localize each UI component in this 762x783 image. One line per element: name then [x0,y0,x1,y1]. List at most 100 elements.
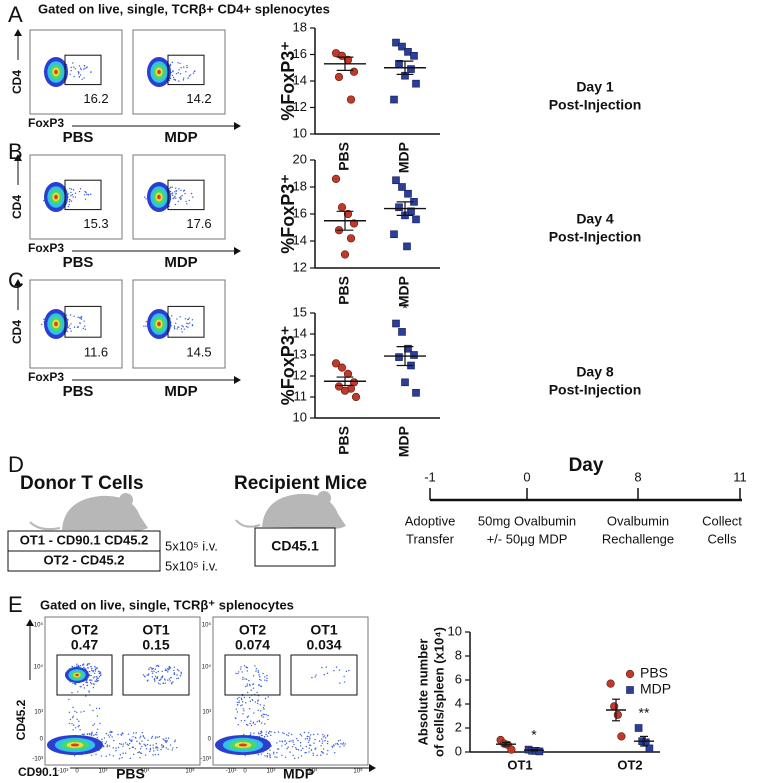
event-dot [177,326,179,328]
event-dot [267,718,269,721]
event-dot [76,718,78,721]
data-point [398,42,406,51]
event-dot [72,724,75,726]
event-dot [182,77,185,79]
event-dot [270,734,272,737]
event-dot [168,678,171,680]
event-dot [237,672,239,675]
dose: 5x10⁵ i.v. [165,538,218,553]
event-dot [184,192,186,195]
event-dot [235,672,237,675]
event-dot [156,676,159,678]
condition-label: MDP [164,254,197,271]
event-dot [327,749,329,752]
event-dot [179,62,181,65]
event-dot [306,737,308,740]
event-dot [90,665,92,668]
gate-value: 0.15 [142,637,169,653]
legend-label: MDP [640,681,671,697]
timeline-event: Cells [708,531,737,546]
event-dot [258,719,260,722]
event-dot [68,722,70,725]
event-dot [314,676,316,678]
event-dot [68,325,71,327]
data-point [392,319,400,328]
gate [56,654,113,696]
event-dot [344,743,346,745]
event-dot [235,717,237,720]
event-dot [235,708,238,710]
timeline-event: Adoptive [405,513,456,528]
event-dot [272,753,275,755]
event-dot [165,668,167,670]
data-point [349,67,359,76]
data-point [343,369,353,379]
event-dot [144,745,147,747]
event-dot [324,737,327,739]
event-dot [79,74,82,76]
event-dot [257,753,260,756]
error-bar [530,748,538,752]
event-dot [91,669,93,671]
event-dot [323,735,326,737]
event-dot [160,748,162,751]
event-dot [179,73,182,75]
y-tick-label: 15 [293,304,307,319]
gate [122,654,190,696]
y-tick-label: 20 [293,151,307,166]
event-dot [243,696,246,699]
event-dot [177,62,179,64]
event-dot [300,755,303,757]
event-dot [95,676,97,678]
event-dot [77,316,79,318]
event-dot [264,676,266,678]
event-dot [248,696,251,699]
event-dot [269,749,271,751]
event-dot [321,666,323,669]
event-dot [95,667,97,669]
event-dot [173,325,176,327]
event-dot [248,683,251,686]
y-axis-label: %FoxP3⁺ [278,174,298,254]
event-dot [308,739,310,742]
event-dot [257,732,260,734]
note: Day 8 [576,364,614,380]
event-dot [338,669,341,671]
event-dot [253,712,255,714]
gate-name: OT1 [142,622,169,638]
timeline-event: Ovalbumin [607,513,669,528]
event-dot [186,322,188,324]
event-dot [86,684,89,687]
event-dot [246,716,249,718]
event-dot [157,670,160,673]
event-dot [77,73,80,75]
event-dot [266,677,268,680]
event-dot [174,739,176,741]
event-dot [259,704,261,706]
event-dot [76,711,78,713]
event-dot [155,747,157,749]
event-dot [270,731,272,733]
event-dot [310,744,312,747]
data-point [625,669,635,679]
y-tick-label: 10 [293,409,307,424]
event-dot [308,744,311,746]
flow-plot [212,616,369,766]
event-dot [236,704,239,706]
event-dot [294,747,297,749]
event-dot [122,733,124,735]
y-tick-label: 6 [455,671,462,686]
event-dot [73,315,75,318]
event-dot [312,754,315,757]
event-dot [244,719,246,722]
event-dot [182,79,185,81]
event-dot [113,739,115,742]
panel-label: B [8,139,23,164]
event-dot [266,752,269,755]
event-dot [191,324,194,326]
flow-header: Gated on live, single, TCRβ+ CD4+ spleno… [38,1,330,16]
data-point [390,95,398,104]
event-dot [142,674,145,676]
event-dot [284,743,286,746]
event-dot [242,708,245,710]
